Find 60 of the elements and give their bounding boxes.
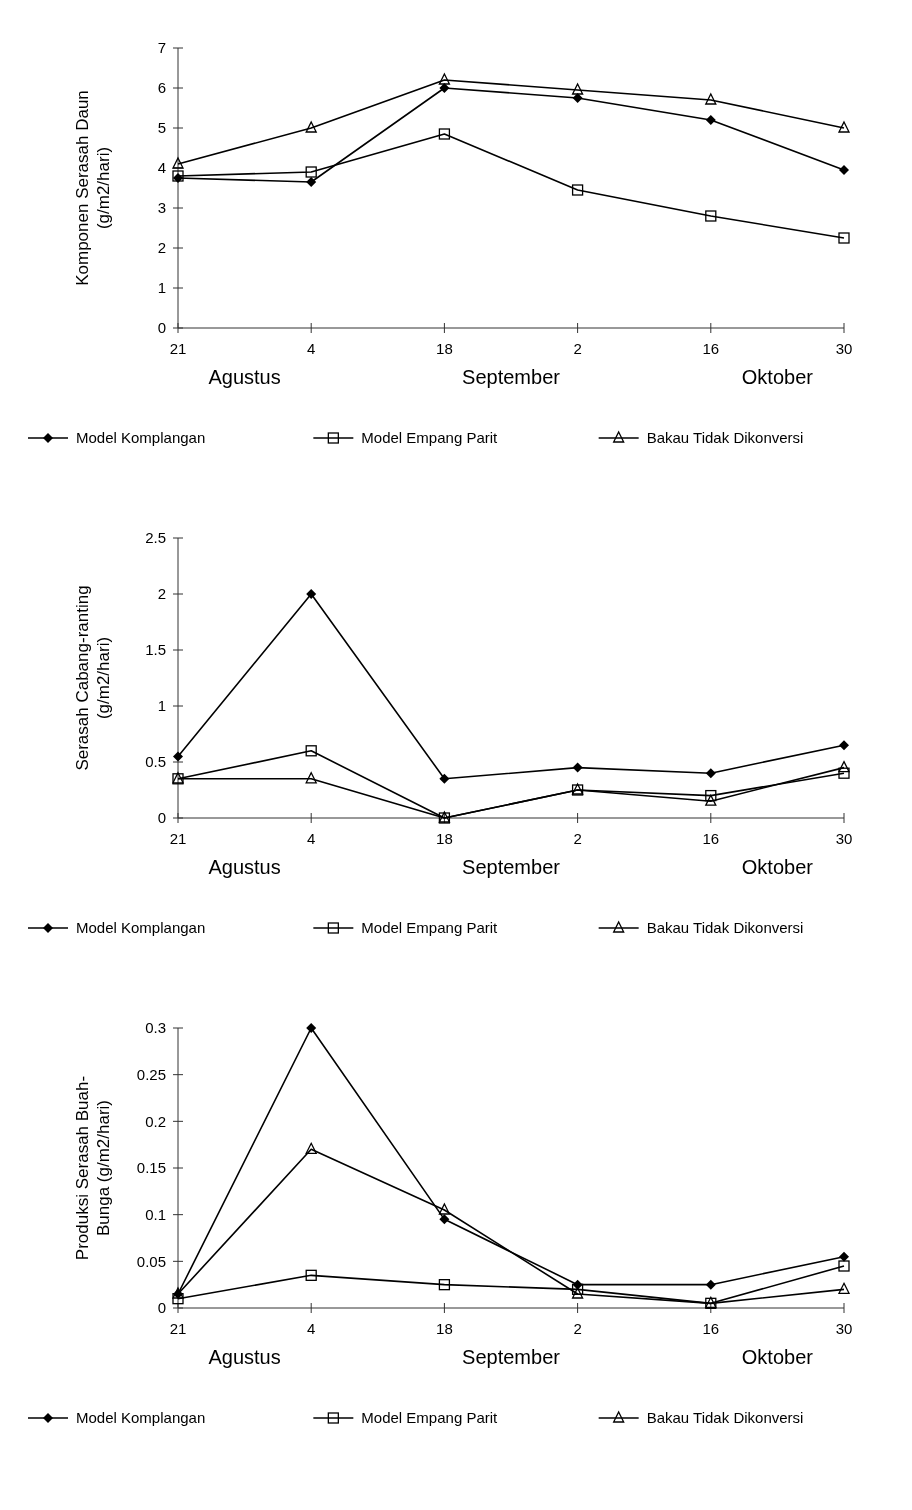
x-tick-label: 16 bbox=[702, 340, 720, 357]
text: Oktober bbox=[741, 366, 814, 388]
x-tick-label: 21 bbox=[169, 830, 187, 847]
x-tick-label: 18 bbox=[436, 340, 453, 357]
text: September bbox=[462, 1346, 561, 1368]
legend-label: Model Komplangan bbox=[76, 429, 206, 447]
text: Oktober bbox=[741, 856, 814, 878]
y-tick-label: 2.5 bbox=[145, 529, 166, 547]
legend-label: Bakau Tidak Dikonversi bbox=[646, 429, 804, 447]
x-tick-label: 21 bbox=[169, 340, 187, 357]
legend-label: Model Komplangan bbox=[76, 919, 206, 937]
legend-label: Bakau Tidak Dikonversi bbox=[646, 1409, 804, 1427]
x-tick-label: 30 bbox=[835, 340, 853, 357]
legend-label: Model Empang Parit bbox=[361, 429, 499, 447]
y-axis-title: Komponen Serasah Daun (g/m2/hari) bbox=[73, 90, 113, 286]
y-tick-label: 0 bbox=[157, 319, 166, 337]
y-axis-title: Produksi Serasah Buah- Bunga (g/m2/hari) bbox=[73, 1075, 113, 1261]
y-tick-label: 0 bbox=[157, 1299, 166, 1317]
legend-label: Bakau Tidak Dikonversi bbox=[646, 919, 804, 937]
y-axis-title: Serasah Cabang-ranting (g/m2/hari) bbox=[73, 585, 113, 771]
x-tick-label: 4 bbox=[307, 340, 316, 357]
x-tick-label: 30 bbox=[835, 1320, 853, 1337]
y-tick-label: 1 bbox=[157, 697, 166, 715]
y-tick-label: 1.5 bbox=[145, 641, 166, 659]
y-tick-label: 1 bbox=[157, 279, 166, 297]
text: Agustus bbox=[208, 856, 281, 878]
x-tick-label: 4 bbox=[307, 830, 316, 847]
y-tick-label: 2 bbox=[157, 585, 166, 603]
x-tick-label: 21 bbox=[169, 1320, 187, 1337]
y-tick-label: 7 bbox=[157, 39, 166, 57]
y-tick-label: 0.25 bbox=[136, 1065, 166, 1083]
y-tick-label: 4 bbox=[157, 159, 166, 177]
y-tick-label: 2 bbox=[157, 239, 166, 257]
text: Agustus bbox=[208, 366, 281, 388]
text: September bbox=[462, 366, 561, 388]
x-tick-label: 2 bbox=[573, 340, 582, 357]
y-tick-label: 0.3 bbox=[145, 1019, 166, 1037]
legend-label: Model Empang Parit bbox=[361, 919, 499, 937]
y-tick-label: 0.15 bbox=[136, 1159, 166, 1177]
x-tick-label: 2 bbox=[573, 830, 582, 847]
x-tick-label: 4 bbox=[307, 1320, 316, 1337]
text: Oktober bbox=[741, 1346, 814, 1368]
text: September bbox=[462, 856, 561, 878]
y-tick-label: 5 bbox=[157, 119, 166, 137]
y-tick-label: 3 bbox=[157, 199, 166, 217]
x-tick-label: 2 bbox=[573, 1320, 582, 1337]
text: Agustus bbox=[208, 1346, 281, 1368]
legend-label: Model Empang Parit bbox=[361, 1409, 499, 1427]
y-tick-label: 0.05 bbox=[136, 1252, 166, 1270]
x-tick-label: 18 bbox=[436, 1320, 453, 1337]
x-tick-label: 16 bbox=[702, 1320, 720, 1337]
x-tick-label: 30 bbox=[835, 830, 853, 847]
x-tick-label: 18 bbox=[436, 830, 453, 847]
y-tick-label: 0.5 bbox=[145, 753, 166, 771]
y-tick-label: 0.2 bbox=[145, 1112, 166, 1130]
legend-label: Model Komplangan bbox=[76, 1409, 206, 1427]
y-tick-label: 6 bbox=[157, 79, 166, 97]
y-tick-label: 0.1 bbox=[145, 1205, 166, 1223]
x-tick-label: 16 bbox=[702, 830, 720, 847]
y-tick-label: 0 bbox=[157, 809, 166, 827]
